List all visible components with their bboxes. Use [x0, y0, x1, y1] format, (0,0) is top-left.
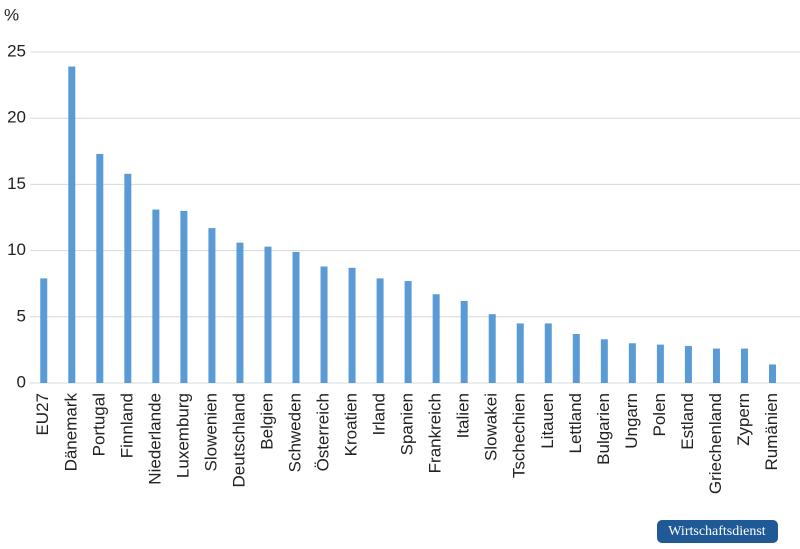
badge: Wirtschaftsdienst — [668, 524, 766, 539]
bar — [769, 364, 776, 383]
bar — [124, 173, 132, 383]
x-tick-label: Belgien — [257, 393, 276, 450]
bar — [180, 210, 188, 383]
x-tick-label: Schweden — [285, 393, 304, 472]
bar — [404, 281, 412, 383]
bar — [572, 334, 580, 383]
y-tick-label: 5 — [17, 306, 26, 325]
bar — [292, 251, 300, 383]
x-tick-label: Luxemburg — [173, 393, 192, 478]
bar — [40, 278, 48, 383]
bar — [320, 266, 328, 383]
bar — [236, 242, 244, 383]
bar — [516, 323, 524, 383]
x-tick-label: Lettland — [566, 393, 585, 454]
x-tick-label: Dänemark — [61, 393, 80, 472]
y-tick-label: 20 — [7, 108, 26, 127]
y-tick-label: 15 — [7, 174, 26, 193]
x-tick-label: Estland — [678, 393, 697, 450]
bar — [376, 278, 384, 383]
x-tick-label: Slowakei — [482, 393, 501, 461]
x-tick-label: Griechenland — [706, 393, 725, 494]
x-tick-label: Finnland — [117, 393, 136, 458]
bar — [628, 343, 636, 383]
x-tick-label: Spanien — [398, 393, 417, 455]
bar — [68, 66, 76, 384]
x-tick-label: Irland — [370, 393, 389, 436]
y-tick-label: 0 — [17, 372, 26, 391]
x-tick-label: Frankreich — [426, 393, 445, 473]
bar — [488, 314, 496, 383]
x-tick-label: Bulgarien — [594, 393, 613, 465]
x-tick-label: Portugal — [89, 393, 108, 456]
x-tick-label: Italien — [454, 393, 473, 438]
y-unit: % — [4, 5, 19, 24]
badge-box — [657, 520, 778, 543]
bar — [684, 345, 692, 383]
y-tick-label: 25 — [7, 41, 26, 60]
x-tick-label: Litauen — [538, 393, 557, 449]
bar — [208, 228, 216, 383]
bar — [712, 348, 720, 383]
bar — [152, 209, 160, 383]
bar — [96, 153, 104, 383]
x-tick-label: Deutschland — [229, 393, 248, 488]
x-tick-label: Rumänien — [762, 393, 781, 471]
x-tick-label: Kroatien — [342, 393, 361, 456]
bar — [348, 267, 356, 383]
x-tick-label: Ungarn — [622, 393, 641, 449]
bar — [264, 246, 272, 383]
bar — [460, 300, 468, 383]
y-tick-label: 10 — [7, 240, 26, 259]
bar — [656, 344, 664, 383]
bar — [432, 294, 440, 383]
x-tick-label: EU27 — [33, 393, 52, 436]
x-tick-label: Niederlande — [145, 393, 164, 485]
bar — [740, 348, 748, 383]
x-tick-label: Slowenien — [201, 393, 220, 471]
x-tick-label: Polen — [650, 393, 669, 436]
bar — [544, 323, 552, 383]
x-tick-label: Zypern — [734, 393, 753, 446]
bar — [600, 339, 608, 383]
x-tick-label: Tschechien — [510, 393, 529, 478]
x-tick-label: Österreich — [314, 393, 333, 471]
